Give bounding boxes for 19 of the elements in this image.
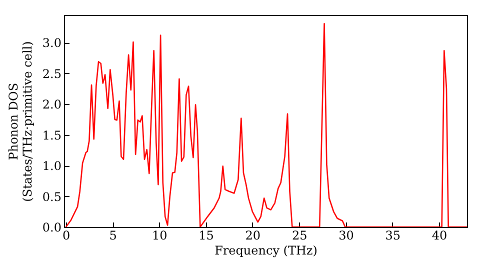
y-tick-label: 0.5 [42, 190, 62, 204]
line-series [65, 22, 467, 227]
x-tick-label: 35 [385, 228, 401, 242]
x-tick-label: 15 [198, 228, 214, 242]
x-tick-label: 40 [432, 228, 448, 242]
x-tick-label: 30 [338, 228, 354, 242]
x-tick-label: 25 [292, 228, 308, 242]
x-tick-label: 5 [109, 228, 117, 242]
x-tick-label: 0 [62, 228, 70, 242]
y-tick-label: 0.0 [42, 220, 62, 234]
y-tick-label: 2.0 [42, 98, 62, 112]
x-tick-label: 20 [245, 228, 261, 242]
y-axis-title: Phonon DOS (States/THz·primitive cell) [6, 41, 34, 202]
y-tick-label: 3.0 [42, 36, 62, 50]
y-tick-label: 1.5 [42, 128, 62, 142]
y-tick-label: 2.5 [42, 66, 62, 81]
y-tick-label: 1.0 [42, 159, 62, 174]
x-tick-label: 10 [152, 228, 168, 242]
x-axis-title: Frequency (THz) [214, 244, 318, 258]
